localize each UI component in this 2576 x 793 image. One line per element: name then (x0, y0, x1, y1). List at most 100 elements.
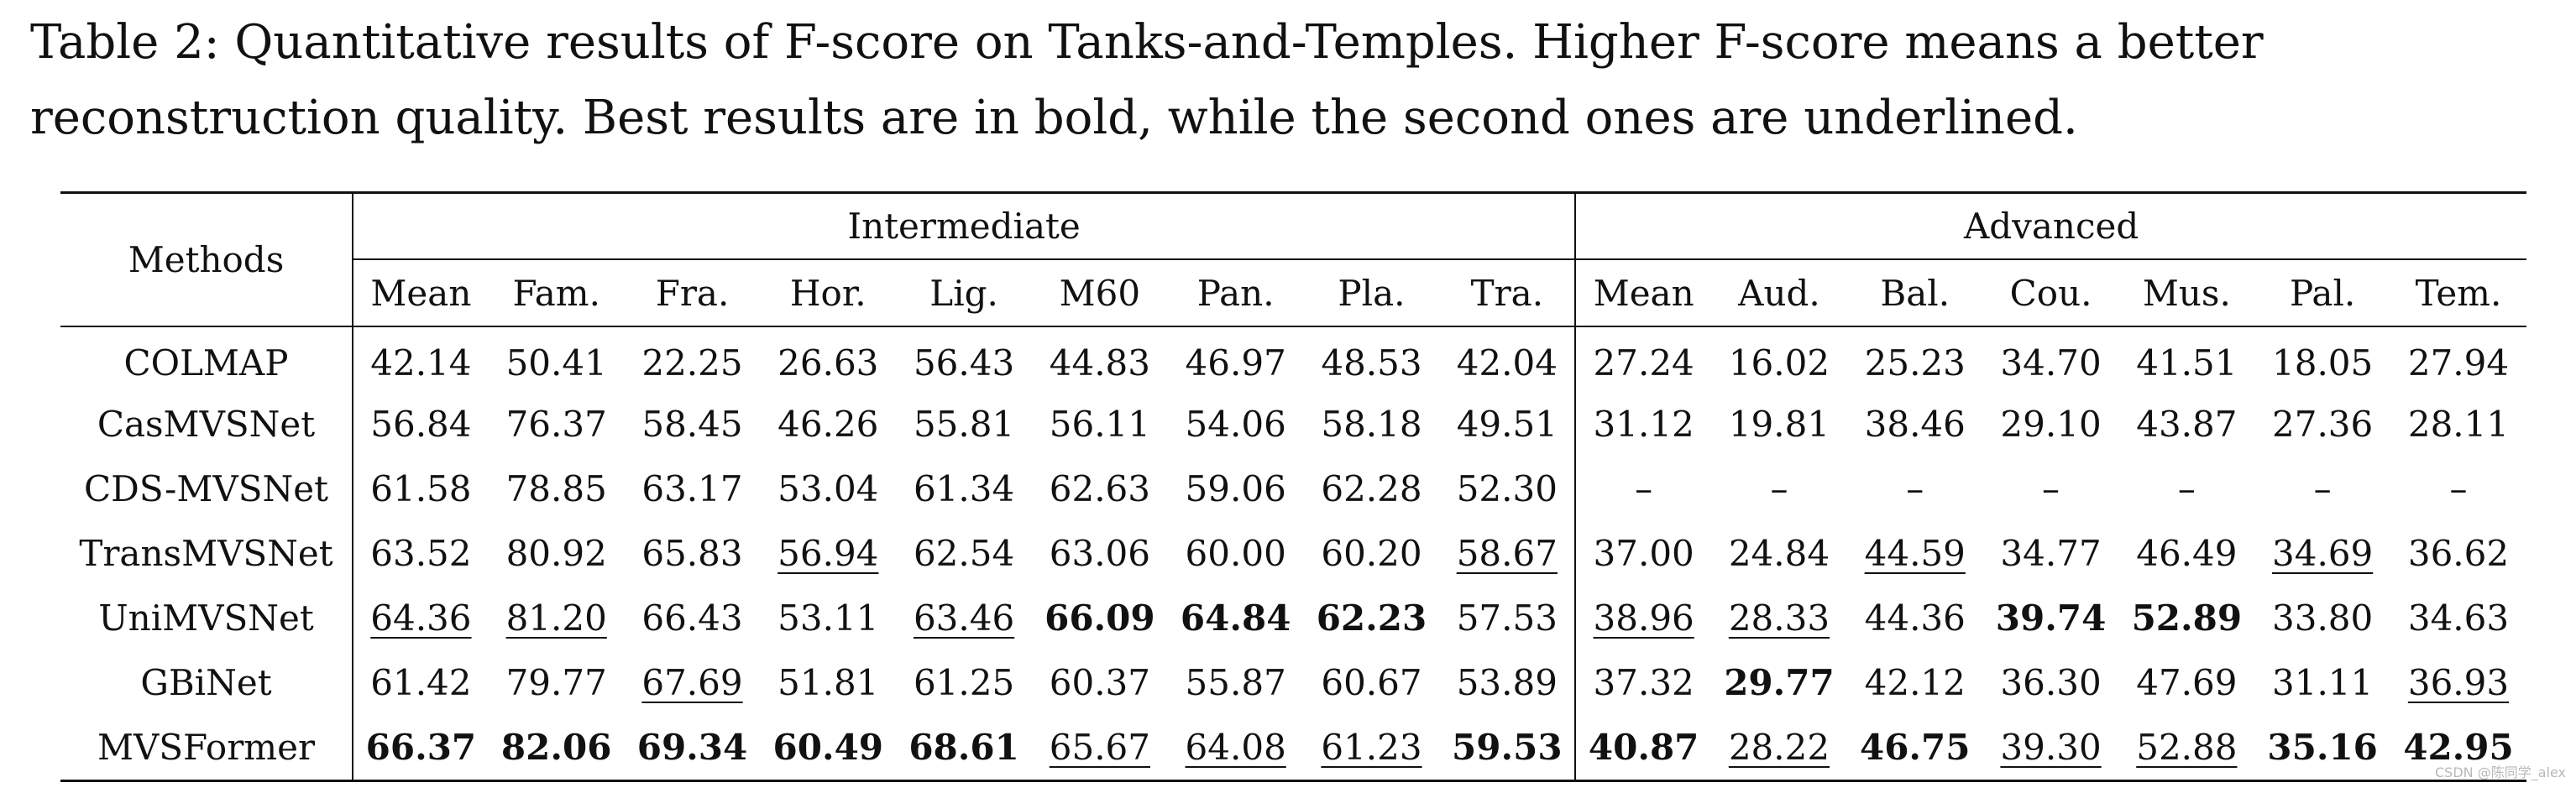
score-cell: 61.23 (1303, 715, 1440, 782)
score-value: 49.51 (1456, 404, 1558, 445)
score-cell: 58.18 (1304, 392, 1440, 456)
score-value: 28.33 (1728, 597, 1830, 639)
group-header-advanced: Advanced (1575, 191, 2526, 260)
score-cell: 39.30 (1982, 715, 2119, 782)
score-value: 68.61 (908, 727, 1019, 768)
table-row: UniMVSNet 64.36 81.20 66.43 53.11 63.46 66.09 6… (60, 586, 2526, 650)
group-header-row: Methods Intermediate Advanced (60, 191, 2526, 327)
score-value: 61.25 (913, 662, 1015, 703)
score-value: 53.04 (778, 468, 879, 509)
score-value: 61.58 (370, 468, 472, 509)
score-value: – (1635, 468, 1653, 509)
score-value: 76.37 (505, 404, 607, 445)
score-cell: 49.51 (1439, 392, 1577, 456)
score-cell: 29.77 (1711, 650, 1847, 715)
score-cell: 61.34 (896, 456, 1032, 521)
table-row: TransMVSNet 63.52 80.92 65.83 56.94 62.54 63.0… (60, 521, 2526, 586)
score-cell: 64.36 (353, 586, 489, 650)
score-value: 55.81 (913, 404, 1015, 445)
score-cell: 35.16 (2254, 715, 2391, 782)
watermark: CSDN @陈同学_alex (2435, 764, 2566, 780)
score-cell: 60.37 (1032, 650, 1168, 715)
score-value: 62.28 (1321, 468, 1422, 509)
method-name-cell: MVSFormer (60, 715, 353, 782)
score-cell: 60.49 (760, 715, 897, 782)
score-value: 60.20 (1321, 533, 1422, 574)
score-value: 55.87 (1185, 662, 1286, 703)
column-header-advanced: Mean (1575, 259, 1712, 327)
column-header-intermediate: Fam. (488, 259, 625, 327)
column-header-intermediate: M60 (1031, 259, 1168, 327)
score-cell: 62.54 (896, 521, 1032, 586)
table-body: COLMAP 42.14 50.41 22.25 26.63 56.43 44.83 46.9… (60, 326, 2526, 782)
score-value: 34.70 (2000, 342, 2102, 383)
score-value: 58.67 (1456, 533, 1558, 574)
score-value: 38.46 (1864, 404, 1966, 445)
score-cell: 36.30 (1983, 650, 2119, 715)
score-value: – (2177, 468, 2196, 509)
score-value: 67.69 (641, 662, 743, 703)
score-value: – (2042, 468, 2060, 509)
score-value: 63.46 (913, 597, 1015, 639)
score-cell: 24.84 (1711, 521, 1847, 586)
score-value: 27.24 (1593, 342, 1694, 383)
score-value: 81.20 (505, 597, 607, 639)
score-cell: 79.77 (489, 650, 625, 715)
column-header-intermediate: Tra. (1439, 259, 1577, 327)
column-header-advanced: Cou. (1982, 259, 2119, 327)
score-cell: 59.53 (1439, 715, 1577, 782)
score-value: 36.30 (2000, 662, 2102, 703)
score-value: 46.75 (1859, 727, 1971, 768)
score-cell: 33.80 (2254, 586, 2390, 650)
column-header-intermediate: Fra. (624, 259, 761, 327)
method-name-cell: UniMVSNet (60, 586, 353, 650)
score-cell: 52.88 (2118, 715, 2255, 782)
score-cell: 42.95 (2390, 715, 2526, 782)
score-cell: 42.12 (1847, 650, 1983, 715)
score-value: 46.49 (2136, 533, 2238, 574)
score-cell: 47.69 (2118, 650, 2254, 715)
score-value: 53.89 (1456, 662, 1558, 703)
score-value: 69.34 (636, 727, 748, 768)
score-value: 56.84 (370, 404, 472, 445)
score-value: 37.32 (1593, 662, 1694, 703)
score-value: 66.43 (641, 597, 743, 639)
score-cell: – (1711, 456, 1847, 521)
score-value: 31.12 (1593, 404, 1694, 445)
score-cell: 67.69 (625, 650, 761, 715)
score-value: 54.06 (1185, 404, 1286, 445)
score-value: 56.43 (913, 342, 1015, 383)
score-value: 60.49 (772, 727, 884, 768)
score-cell: 63.52 (353, 521, 489, 586)
score-value: 37.00 (1593, 533, 1694, 574)
score-value: 29.10 (2000, 404, 2102, 445)
score-value: 24.84 (1728, 533, 1830, 574)
score-cell: 65.83 (625, 521, 761, 586)
score-cell: 61.25 (896, 650, 1032, 715)
table-row: GBiNet 61.42 79.77 67.69 51.81 61.25 60.37 55.8… (60, 650, 2526, 715)
score-cell: 82.06 (488, 715, 625, 782)
score-value: 62.54 (913, 533, 1015, 574)
score-cell: 46.75 (1846, 715, 1983, 782)
score-value: 26.63 (778, 342, 879, 383)
score-cell: 43.87 (2118, 392, 2254, 456)
score-value: 27.94 (2407, 342, 2510, 383)
score-cell: 48.53 (1304, 326, 1440, 392)
score-cell: 64.08 (1167, 715, 1304, 782)
score-cell: 60.00 (1168, 521, 1304, 586)
score-cell: 18.05 (2254, 326, 2390, 392)
score-value: 39.30 (2000, 727, 2102, 768)
score-value: 29.77 (1724, 662, 1835, 703)
column-header-row: Mean Fam. Fra. Hor. Lig. M60 Pan. Pla. Tra. Mean A… (60, 259, 2526, 327)
score-cell: 44.36 (1847, 586, 1983, 650)
methods-header: Methods (60, 191, 353, 327)
score-cell: 27.36 (2254, 392, 2390, 456)
score-value: 47.69 (2136, 662, 2238, 703)
score-cell: 44.59 (1847, 521, 1983, 586)
score-value: 52.88 (2136, 727, 2238, 768)
score-value: 33.80 (2272, 597, 2374, 639)
score-cell: 34.77 (1983, 521, 2119, 586)
score-value: 65.83 (641, 533, 743, 574)
method-name-cell: COLMAP (60, 326, 353, 392)
score-cell: 38.96 (1575, 586, 1711, 650)
